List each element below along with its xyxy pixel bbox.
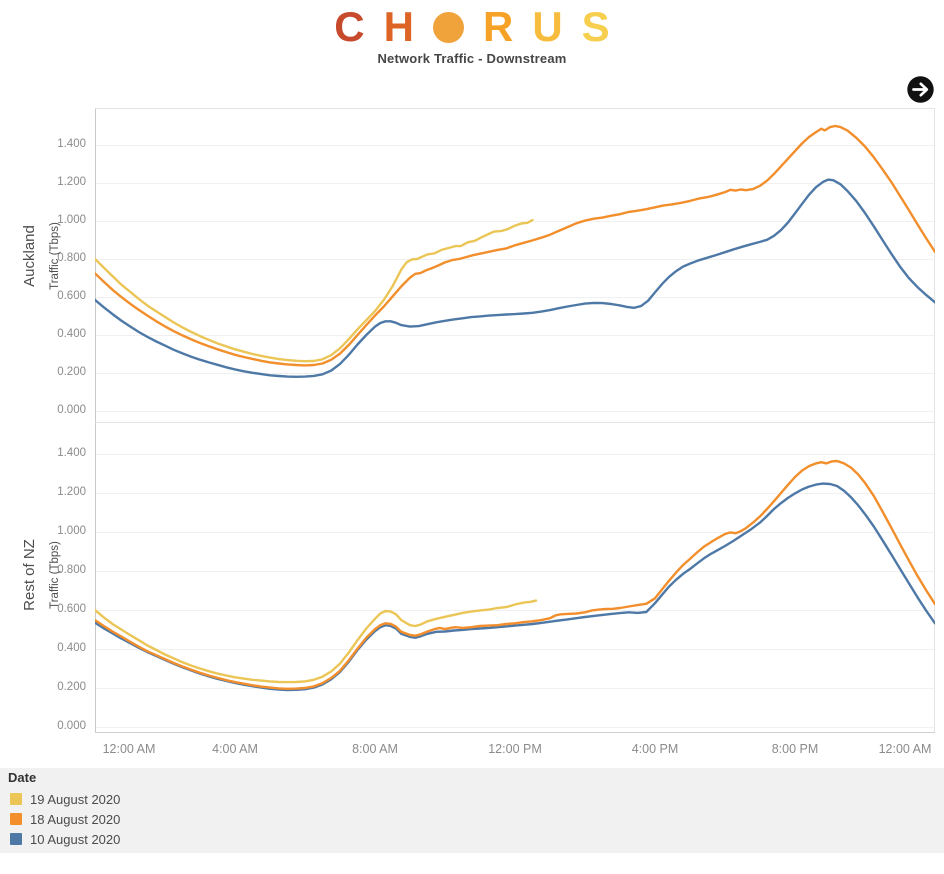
y-axis-tick-label: 1.000: [57, 214, 86, 226]
y-axis-tick-label: 0.200: [57, 366, 86, 378]
y-axis-tick-label: 1.400: [57, 447, 86, 459]
y-axis-tick-label: 0.000: [57, 720, 86, 732]
legend-item-10-august-2020[interactable]: 10 August 2020: [10, 829, 120, 849]
legend-item-18-august-2020[interactable]: 18 August 2020: [10, 809, 120, 829]
legend-swatch-icon: [10, 793, 22, 805]
y-axis-tick-label: 0.800: [57, 252, 86, 264]
logo-letter-h: H: [383, 3, 414, 50]
y-axis-tick-label: 0.600: [57, 603, 86, 615]
series-line-19-august-2020[interactable]: [95, 599, 538, 684]
arrow-right-icon: [907, 76, 934, 103]
y-axis-tick-label: 1.200: [57, 486, 86, 498]
legend-item-label: 18 August 2020: [30, 811, 121, 827]
y-axis-title: Traffic (Tbps): [49, 222, 61, 290]
legend-item-label: 19 August 2020: [30, 791, 121, 807]
legend-items: 19 August 2020 18 August 2020 10 August 20…: [10, 789, 120, 849]
y-axis-tick-label: 1.000: [57, 525, 86, 537]
panel-label: Auckland: [21, 225, 38, 287]
y-axis-tick-label: 1.400: [57, 138, 86, 150]
auckland-line-chart[interactable]: [95, 108, 935, 422]
series-line-10-august-2020[interactable]: [95, 482, 935, 692]
series-line-19-august-2020[interactable]: [95, 218, 534, 363]
y-axis-tick-label: 0.400: [57, 642, 86, 654]
legend-swatch-icon: [10, 813, 22, 825]
legend-swatch-icon: [10, 833, 22, 845]
logo-letter-o-circle-icon: [432, 11, 464, 43]
logo-letter-u: U: [532, 3, 563, 50]
y-axis-tick-label: 0.600: [57, 290, 86, 302]
legend-title: Date: [8, 770, 37, 785]
y-axis-tick-label: 0.000: [57, 404, 86, 416]
series-line-18-august-2020[interactable]: [95, 459, 935, 690]
dashboard-subtitle: Network Traffic - Downstream: [377, 51, 567, 66]
x-axis-tick-label: 8:00 PM: [771, 742, 819, 756]
y-axis-title: Traffic (Tbps): [49, 540, 61, 609]
y-axis-tick-label: 0.400: [57, 328, 86, 340]
logo-letter-r: R: [482, 3, 514, 50]
y-axis-tick-label: 0.800: [57, 564, 86, 576]
x-axis-tick-label: 4:00 AM: [212, 742, 258, 756]
x-axis-tick-label: 4:00 PM: [631, 742, 679, 756]
rest-of-nz-line-chart[interactable]: [95, 422, 935, 733]
panel-label: Rest of NZ: [21, 538, 38, 611]
legend-item-19-august-2020[interactable]: 19 August 2020: [10, 789, 120, 809]
logo-letter-c: C: [334, 3, 365, 50]
forward-arrow-button[interactable]: [906, 75, 935, 104]
x-axis-tick-label: 12:00 AM: [878, 742, 932, 756]
legend-item-label: 10 August 2020: [30, 831, 121, 847]
series-line-10-august-2020[interactable]: [95, 178, 935, 378]
logo-letter-s: S: [581, 3, 610, 50]
y-axis-tick-label: 1.200: [57, 176, 86, 188]
x-axis-tick-label: 12:00 AM: [102, 742, 156, 756]
date-legend: Date 19 August 2020 18 August 2020 10 Augu…: [0, 768, 944, 853]
x-axis-tick-label: 8:00 AM: [352, 742, 398, 756]
x-axis-tick-label: 12:00 PM: [488, 742, 542, 756]
series-line-18-august-2020[interactable]: [95, 124, 935, 367]
y-axis-tick-label: 0.200: [57, 681, 86, 693]
